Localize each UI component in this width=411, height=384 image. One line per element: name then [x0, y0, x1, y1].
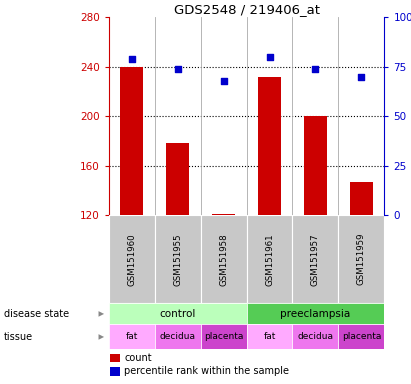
Bar: [350, 182, 373, 215]
Text: control: control: [159, 309, 196, 319]
Bar: [201, 324, 247, 349]
Text: tissue: tissue: [4, 332, 33, 342]
Point: [312, 66, 319, 72]
Bar: [110, 354, 120, 362]
Text: placenta: placenta: [342, 333, 381, 341]
Bar: [109, 303, 247, 324]
Bar: [247, 324, 293, 349]
Bar: [110, 367, 120, 376]
Bar: [338, 324, 384, 349]
Bar: [155, 215, 201, 303]
Text: GSM151955: GSM151955: [173, 233, 182, 286]
Bar: [201, 215, 247, 303]
Point: [358, 74, 365, 80]
Text: GSM151960: GSM151960: [127, 233, 136, 286]
Text: decidua: decidua: [298, 333, 333, 341]
Text: GSM151959: GSM151959: [357, 233, 366, 285]
Bar: [120, 67, 143, 215]
Point: [266, 54, 273, 60]
Text: count: count: [124, 353, 152, 363]
Text: disease state: disease state: [4, 309, 69, 319]
Bar: [109, 215, 155, 303]
Text: placenta: placenta: [204, 333, 243, 341]
Point: [174, 66, 181, 72]
Text: fat: fat: [263, 333, 276, 341]
Point: [220, 78, 227, 84]
Text: fat: fat: [126, 333, 138, 341]
Bar: [109, 324, 155, 349]
Point: [129, 56, 135, 62]
Bar: [258, 77, 281, 215]
Text: decidua: decidua: [160, 333, 196, 341]
Bar: [166, 143, 189, 215]
Bar: [247, 215, 293, 303]
Title: GDS2548 / 219406_at: GDS2548 / 219406_at: [173, 3, 320, 16]
Bar: [293, 215, 338, 303]
Bar: [247, 303, 384, 324]
Text: percentile rank within the sample: percentile rank within the sample: [124, 366, 289, 376]
Text: GSM151961: GSM151961: [265, 233, 274, 286]
Bar: [212, 214, 235, 215]
Bar: [293, 324, 338, 349]
Bar: [155, 324, 201, 349]
Text: GSM151957: GSM151957: [311, 233, 320, 286]
Text: GSM151958: GSM151958: [219, 233, 228, 286]
Bar: [338, 215, 384, 303]
Text: preeclampsia: preeclampsia: [280, 309, 351, 319]
Bar: [304, 116, 327, 215]
